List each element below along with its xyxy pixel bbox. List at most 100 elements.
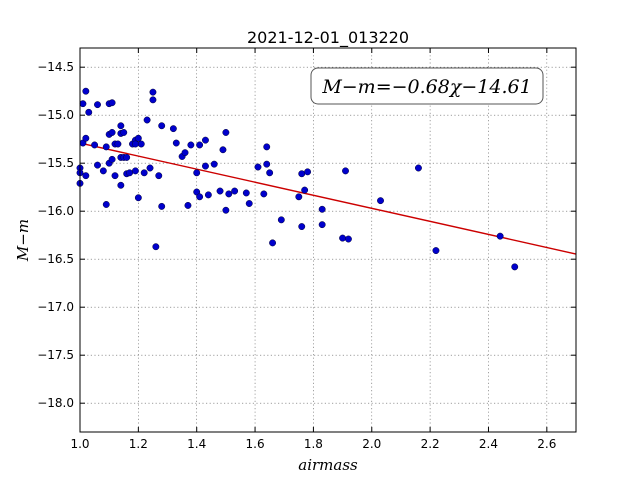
fit-line-group bbox=[79, 142, 577, 255]
data-point bbox=[108, 99, 116, 107]
data-point bbox=[131, 140, 139, 148]
data-point bbox=[131, 167, 139, 175]
y-tick-label: −18.0 bbox=[37, 396, 74, 410]
data-point bbox=[342, 167, 349, 175]
data-point bbox=[158, 202, 166, 210]
data-point bbox=[263, 160, 271, 168]
x-tick-label: 2.2 bbox=[421, 437, 440, 451]
data-point bbox=[158, 122, 166, 130]
data-point bbox=[196, 141, 204, 149]
data-point bbox=[318, 221, 326, 229]
data-point bbox=[277, 216, 285, 224]
data-point bbox=[169, 125, 177, 133]
data-point bbox=[202, 136, 209, 144]
plot-frame bbox=[79, 47, 577, 433]
x-tick-label: 2.4 bbox=[479, 437, 498, 451]
x-tick-label: 2.6 bbox=[537, 437, 556, 451]
x-tick-label: 2.0 bbox=[362, 437, 381, 451]
data-point bbox=[134, 134, 142, 142]
data-point bbox=[172, 139, 180, 147]
data-point bbox=[117, 181, 125, 189]
data-point bbox=[102, 201, 110, 208]
data-point bbox=[137, 140, 145, 148]
data-point bbox=[108, 129, 116, 136]
equation-box: M−m=−0.68χ−14.61 bbox=[310, 67, 544, 105]
x-tick-label: 1.4 bbox=[187, 437, 206, 451]
data-point bbox=[266, 169, 274, 177]
data-point bbox=[126, 169, 134, 177]
data-point bbox=[140, 169, 148, 177]
data-point bbox=[511, 263, 519, 271]
y-tick-label: −14.5 bbox=[37, 60, 74, 74]
data-point bbox=[120, 129, 128, 136]
y-tick-label: −15.0 bbox=[37, 108, 74, 122]
data-point bbox=[377, 197, 384, 205]
grid-lines bbox=[79, 48, 576, 432]
y-axis-label: M−m bbox=[14, 219, 32, 262]
y-tick-label: −17.0 bbox=[37, 300, 74, 314]
data-point bbox=[82, 134, 90, 142]
chart-title: 2021-12-01_013220 bbox=[247, 28, 409, 48]
data-point bbox=[245, 200, 253, 207]
data-point bbox=[222, 206, 230, 214]
data-point bbox=[108, 155, 116, 163]
data-point bbox=[216, 187, 224, 195]
data-point bbox=[269, 239, 277, 247]
data-point bbox=[187, 141, 195, 149]
data-point bbox=[102, 143, 110, 151]
data-point bbox=[85, 108, 93, 116]
data-point bbox=[94, 161, 101, 169]
y-tick-label: −16.5 bbox=[37, 252, 74, 266]
data-point bbox=[298, 223, 306, 231]
data-point bbox=[242, 189, 250, 197]
x-tick-label: 1.8 bbox=[304, 437, 323, 451]
data-point bbox=[99, 167, 107, 175]
fit-line bbox=[79, 142, 577, 255]
data-point bbox=[222, 129, 230, 136]
data-point bbox=[204, 191, 212, 199]
data-point bbox=[231, 187, 239, 195]
data-point bbox=[134, 194, 142, 202]
x-tick-label: 1.2 bbox=[129, 437, 148, 451]
data-point bbox=[117, 122, 125, 130]
data-point bbox=[301, 186, 309, 194]
data-points bbox=[76, 87, 519, 271]
data-point bbox=[155, 172, 163, 180]
y-tick-label: −15.5 bbox=[37, 156, 74, 170]
data-point bbox=[304, 168, 312, 176]
data-point bbox=[414, 164, 422, 172]
data-point bbox=[123, 153, 131, 161]
data-point bbox=[184, 201, 192, 209]
data-point bbox=[219, 146, 227, 154]
data-point bbox=[254, 163, 262, 171]
data-point bbox=[149, 88, 157, 96]
data-point bbox=[298, 170, 306, 178]
data-point bbox=[263, 143, 271, 151]
data-point bbox=[202, 162, 209, 170]
y-tick-label: −16.0 bbox=[37, 204, 74, 218]
equation-label: M−m=−0.68χ−14.61 bbox=[321, 76, 531, 98]
data-point bbox=[152, 243, 160, 251]
data-point bbox=[260, 190, 268, 198]
y-tick-label: −17.5 bbox=[37, 348, 74, 362]
data-point bbox=[181, 149, 189, 157]
data-point bbox=[344, 235, 352, 243]
data-point bbox=[196, 193, 204, 201]
data-point bbox=[94, 101, 101, 109]
data-point bbox=[143, 116, 151, 124]
axis-ticks bbox=[79, 48, 576, 432]
data-point bbox=[432, 247, 440, 255]
data-point bbox=[149, 96, 157, 104]
data-point bbox=[82, 172, 90, 180]
x-tick-label: 1.6 bbox=[246, 437, 265, 451]
data-point bbox=[91, 141, 99, 149]
data-point bbox=[496, 232, 504, 240]
data-point bbox=[318, 205, 326, 213]
data-point bbox=[79, 100, 87, 108]
data-point bbox=[114, 140, 122, 148]
data-point bbox=[210, 160, 218, 168]
x-axis-label: airmass bbox=[298, 456, 358, 474]
equation-box-frame bbox=[310, 67, 544, 105]
data-point bbox=[339, 234, 347, 242]
